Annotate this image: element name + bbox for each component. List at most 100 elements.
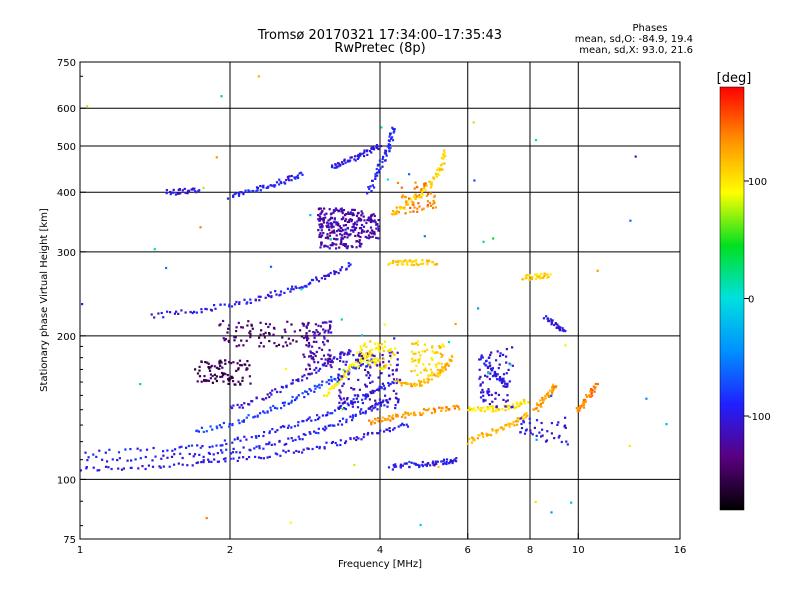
data-point (255, 436, 258, 439)
data-point (565, 440, 568, 443)
data-point (438, 346, 442, 349)
data-point (413, 413, 416, 416)
data-point (369, 340, 372, 343)
data-point (323, 245, 326, 248)
data-point (576, 410, 579, 413)
data-point (236, 403, 239, 406)
data-point (368, 398, 371, 401)
data-point (332, 221, 335, 224)
data-point (340, 423, 344, 426)
data-point (393, 128, 396, 131)
data-point (275, 181, 279, 184)
data-point (274, 290, 277, 293)
data-point (593, 387, 596, 390)
data-point (351, 401, 355, 404)
data-point (479, 396, 483, 399)
data-point (415, 186, 418, 189)
data-point (384, 417, 387, 420)
data-point (404, 212, 407, 215)
data-point (228, 305, 231, 308)
data-point (391, 468, 394, 471)
data-point (387, 139, 390, 142)
data-point (369, 185, 372, 188)
data-point (327, 274, 330, 277)
data-point (392, 464, 395, 467)
data-point (380, 372, 383, 375)
data-point (200, 426, 203, 429)
data-point (302, 353, 305, 356)
data-point (387, 384, 391, 387)
data-point (362, 355, 365, 358)
data-point (420, 191, 424, 194)
data-point (293, 425, 296, 428)
data-point (306, 447, 309, 450)
data-point (317, 229, 320, 232)
x-tick-label: 10 (572, 545, 585, 556)
data-point (327, 353, 330, 356)
data-point (402, 263, 405, 266)
data-point (352, 366, 355, 369)
data-point (304, 335, 308, 338)
data-point (364, 235, 367, 238)
data-point (424, 189, 427, 192)
data-point (426, 204, 430, 207)
data-point (227, 339, 230, 342)
data-point (331, 385, 334, 388)
data-point (200, 380, 203, 383)
data-point (249, 336, 252, 339)
data-point (557, 436, 560, 439)
data-point (374, 363, 377, 366)
data-point (542, 317, 545, 320)
data-point (352, 223, 355, 226)
data-point (319, 207, 323, 210)
data-point (541, 428, 544, 431)
data-point (438, 406, 441, 409)
data-point (481, 388, 484, 391)
data-point (238, 456, 241, 459)
data-point (198, 365, 201, 368)
data-point (242, 419, 246, 422)
data-point (409, 382, 412, 386)
data-point (268, 323, 271, 326)
data-point (442, 370, 445, 373)
data-point (261, 397, 264, 401)
data-point (482, 400, 485, 403)
data-point (305, 344, 308, 347)
data-point (329, 324, 332, 328)
data-point (376, 342, 380, 345)
data-point (431, 345, 434, 348)
data-point (343, 407, 346, 410)
data-point (259, 295, 262, 298)
data-point (427, 381, 430, 384)
data-point (335, 243, 338, 246)
data-point (665, 423, 668, 426)
data-point (108, 448, 111, 451)
data-point (301, 451, 304, 454)
data-point (324, 244, 327, 247)
data-point (327, 219, 330, 222)
data-point (471, 409, 474, 412)
data-point (442, 157, 445, 160)
data-point (564, 416, 567, 419)
data-point (275, 345, 278, 348)
data-point (270, 393, 273, 396)
data-point (488, 408, 491, 411)
data-point (87, 456, 90, 459)
data-point (412, 359, 415, 362)
data-point (235, 451, 238, 454)
data-point (408, 197, 411, 200)
data-point (316, 331, 319, 334)
data-point (370, 232, 373, 235)
data-point (526, 273, 529, 277)
data-point (414, 359, 417, 362)
data-point (342, 374, 346, 377)
data-point (335, 270, 338, 274)
data-point (556, 323, 559, 326)
data-point (202, 459, 205, 462)
x-axis-label: Frequency [MHz] (338, 559, 422, 570)
data-point (297, 379, 300, 383)
data-point (405, 462, 408, 465)
data-point (551, 390, 554, 393)
data-point (473, 179, 476, 182)
